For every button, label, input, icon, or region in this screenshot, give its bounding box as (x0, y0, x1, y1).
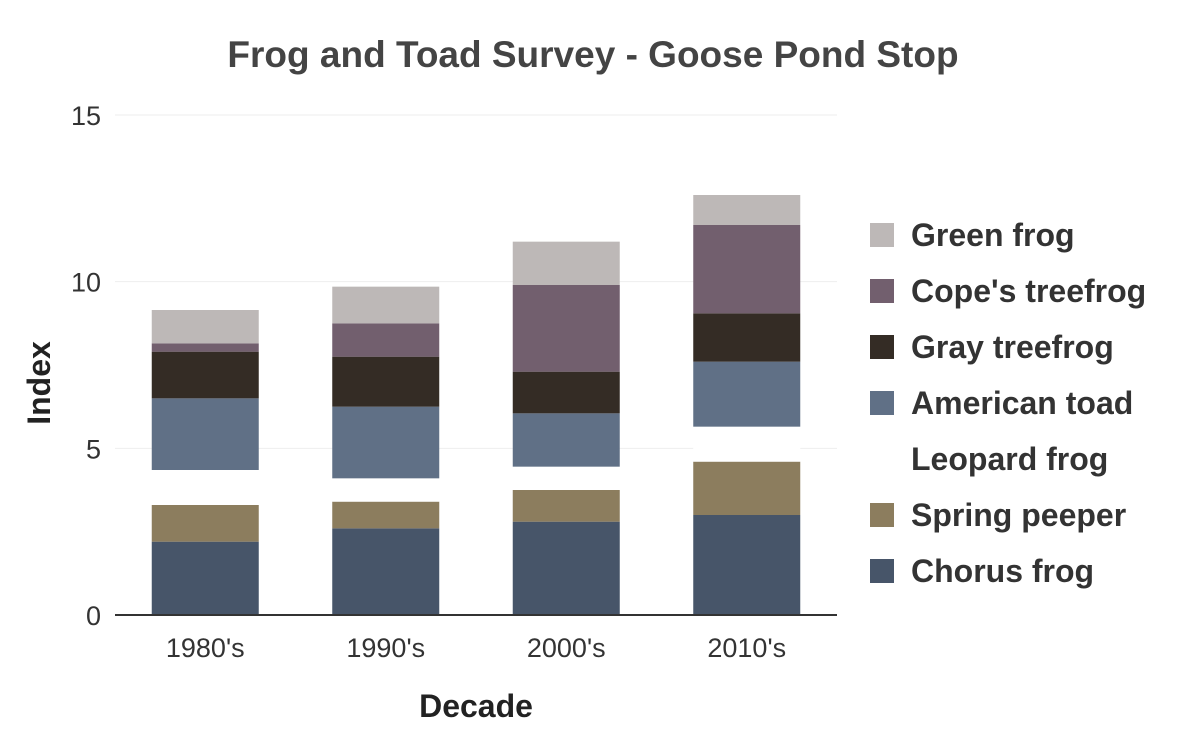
bar-cope-s-treefrog-0 (151, 343, 259, 352)
bars (151, 195, 801, 615)
y-tick-label: 10 (71, 268, 101, 298)
x-tick-label: 1990's (346, 633, 425, 663)
y-tick-label: 0 (86, 601, 101, 631)
bar-american-toad-0 (151, 398, 259, 470)
bar-chorus-frog-0 (151, 541, 259, 615)
x-tick-label: 2000's (527, 633, 606, 663)
x-tick-label: 1980's (166, 633, 245, 663)
bar-chorus-frog-2 (512, 521, 620, 615)
legend-label: American toad (911, 385, 1133, 421)
chart-title: Frog and Toad Survey - Goose Pond Stop (227, 34, 958, 75)
legend-swatch (870, 335, 894, 359)
y-axis-ticks: 0 5 10 15 (71, 101, 101, 631)
legend-swatch (870, 559, 894, 583)
bar-leopard-frog-1 (332, 478, 440, 502)
y-tick-label: 15 (71, 101, 101, 131)
bar-spring-peeper-0 (151, 505, 259, 542)
y-axis-title: Index (21, 341, 57, 425)
legend-label: Cope's treefrog (911, 273, 1146, 309)
bar-green-frog-0 (151, 310, 259, 344)
x-axis-title: Decade (419, 688, 533, 724)
bar-leopard-frog-2 (512, 466, 620, 490)
legend-label: Gray treefrog (911, 329, 1114, 365)
legend-label: Leopard frog (911, 441, 1108, 477)
bar-spring-peeper-2 (512, 490, 620, 522)
bar-cope-s-treefrog-3 (693, 225, 801, 314)
legend-swatch (870, 391, 894, 415)
legend-label: Chorus frog (911, 553, 1094, 589)
legend-label: Green frog (911, 217, 1075, 253)
bar-american-toad-1 (332, 406, 440, 479)
x-axis-ticks: 1980's 1990's 2000's 2010's (166, 633, 786, 663)
bar-cope-s-treefrog-1 (332, 323, 440, 357)
legend-swatch (870, 279, 894, 303)
bar-leopard-frog-3 (693, 426, 801, 462)
y-tick-label: 5 (86, 434, 101, 464)
legend-swatch (870, 223, 894, 247)
bar-gray-treefrog-2 (512, 371, 620, 414)
bar-leopard-frog-0 (151, 470, 259, 505)
bar-green-frog-3 (693, 195, 801, 225)
bar-green-frog-1 (332, 286, 440, 324)
bar-chorus-frog-1 (332, 528, 440, 615)
bar-american-toad-2 (512, 413, 620, 467)
legend-label: Spring peeper (911, 497, 1126, 533)
bar-spring-peeper-1 (332, 501, 440, 529)
bar-cope-s-treefrog-2 (512, 285, 620, 372)
bar-spring-peeper-3 (693, 461, 801, 515)
bar-gray-treefrog-1 (332, 356, 440, 407)
legend: Green frog Cope's treefrog Gray treefrog Am… (870, 217, 1146, 589)
bar-gray-treefrog-3 (693, 313, 801, 362)
bar-chorus-frog-3 (693, 515, 801, 615)
bar-green-frog-2 (512, 241, 620, 285)
x-tick-label: 2010's (707, 633, 786, 663)
legend-swatch (870, 447, 894, 471)
legend-swatch (870, 503, 894, 527)
bar-american-toad-3 (693, 361, 801, 427)
bar-gray-treefrog-0 (151, 351, 259, 399)
